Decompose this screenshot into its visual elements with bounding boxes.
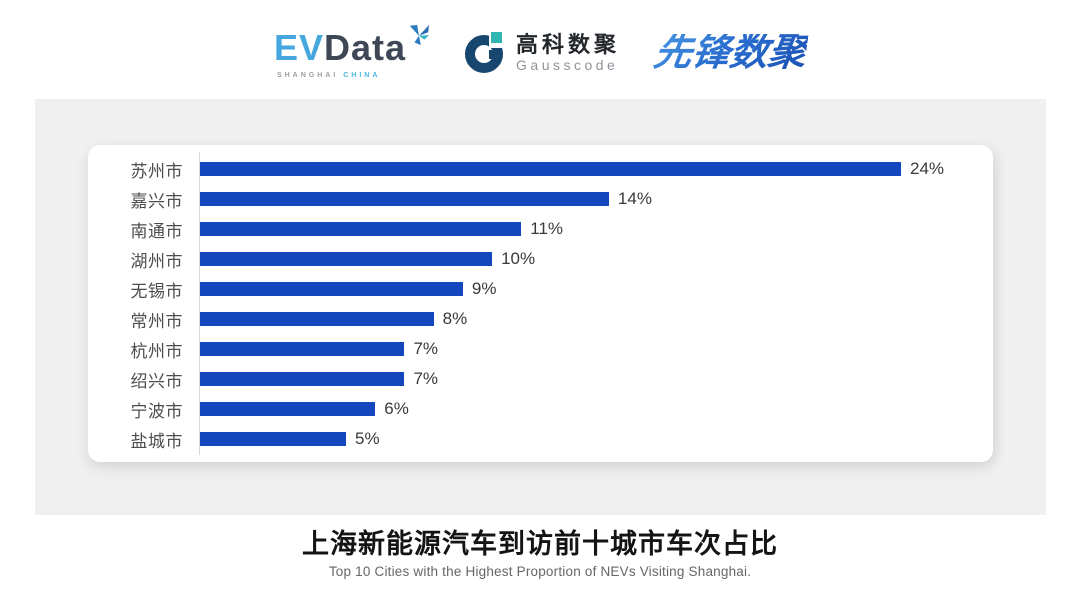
evdata-data-text: Data xyxy=(323,26,407,68)
value-label: 8% xyxy=(442,309,468,328)
bar xyxy=(200,372,405,386)
bar xyxy=(200,192,609,206)
pinwheel-star-icon xyxy=(408,24,430,50)
chart-row: 嘉兴市 14% xyxy=(88,184,993,214)
bar xyxy=(200,342,405,356)
chart-row: 苏州市 24% xyxy=(88,154,993,184)
bar xyxy=(200,432,347,446)
category-label: 无锡市 xyxy=(130,281,183,301)
gausscode-text: 高科数聚 Gausscode xyxy=(516,31,621,74)
footer: 上海新能源汽车到访前十城市车次占比 Top 10 Cities with the… xyxy=(0,528,1080,579)
value-label: 9% xyxy=(471,279,497,298)
bar xyxy=(200,162,901,176)
evdata-china-text: CHINA xyxy=(343,71,381,79)
chart-row: 盐城市 5% xyxy=(88,424,993,454)
chart-rows: 苏州市 24% 嘉兴市 14% 南通市 11% 湖州市 10% 无锡市 9% 常州市 8% 杭州市 7% 绍… xyxy=(88,154,993,454)
gausscode-g-icon xyxy=(464,27,509,80)
chart-row: 南通市 11% xyxy=(88,214,993,244)
category-label: 南通市 xyxy=(130,221,183,241)
category-label: 嘉兴市 xyxy=(130,191,183,211)
value-label: 11% xyxy=(530,219,564,238)
chart-row: 湖州市 10% xyxy=(88,244,993,274)
category-label: 苏州市 xyxy=(130,161,183,181)
evdata-logo: EV Data SHANGHAI CHINA xyxy=(273,24,430,79)
gausscode-cn-text: 高科数聚 xyxy=(516,31,621,57)
chart-title: 上海新能源汽车到访前十城市车次占比 xyxy=(302,529,778,559)
evdata-shanghai-text: SHANGHAI xyxy=(276,71,339,79)
header-logos: EV Data SHANGHAI CHINA xyxy=(0,20,1080,86)
gausscode-en-text: Gausscode xyxy=(516,56,619,73)
bar xyxy=(200,222,522,236)
category-label: 绍兴市 xyxy=(130,371,183,391)
category-label: 常州市 xyxy=(130,311,183,331)
evdata-ev-text: EV xyxy=(273,26,324,68)
bar xyxy=(200,312,434,326)
bar xyxy=(200,282,463,296)
value-label: 7% xyxy=(413,339,439,358)
chart-subtitle: Top 10 Cities with the Highest Proportio… xyxy=(328,564,752,579)
chart-row: 杭州市 7% xyxy=(88,334,993,364)
category-label: 盐城市 xyxy=(130,431,183,451)
chart-row: 无锡市 9% xyxy=(88,274,993,304)
value-label: 7% xyxy=(413,369,439,388)
y-axis-line xyxy=(199,152,200,455)
category-label: 宁波市 xyxy=(130,401,183,421)
bar-chart: 苏州市 24% 嘉兴市 14% 南通市 11% 湖州市 10% 无锡市 9% 常州市 8% 杭州市 7% 绍… xyxy=(88,145,993,462)
bar xyxy=(200,402,376,416)
gausscode-logo: 高科数聚 Gausscode xyxy=(464,27,620,80)
chart-panel: 苏州市 24% 嘉兴市 14% 南通市 11% 湖州市 10% 无锡市 9% 常州市 8% 杭州市 7% 绍… xyxy=(35,99,1046,515)
bar xyxy=(200,252,493,266)
evdata-wordmark: EV Data xyxy=(273,24,430,68)
category-label: 杭州市 xyxy=(130,341,183,361)
value-label: 5% xyxy=(355,429,380,448)
value-label: 24% xyxy=(910,159,945,178)
value-label: 6% xyxy=(384,399,409,418)
chart-row: 常州市 8% xyxy=(88,304,993,334)
pioneer-logo: 先锋数聚 xyxy=(651,32,809,74)
chart-row: 绍兴市 7% xyxy=(88,364,993,394)
chart-card: 苏州市 24% 嘉兴市 14% 南通市 11% 湖州市 10% 无锡市 9% 常州市 8% 杭州市 7% 绍… xyxy=(88,145,993,462)
chart-row: 宁波市 6% xyxy=(88,394,993,424)
value-label: 14% xyxy=(617,189,652,208)
value-label: 10% xyxy=(501,249,536,268)
category-label: 湖州市 xyxy=(130,251,183,271)
evdata-subtitle: SHANGHAI CHINA xyxy=(277,72,380,79)
